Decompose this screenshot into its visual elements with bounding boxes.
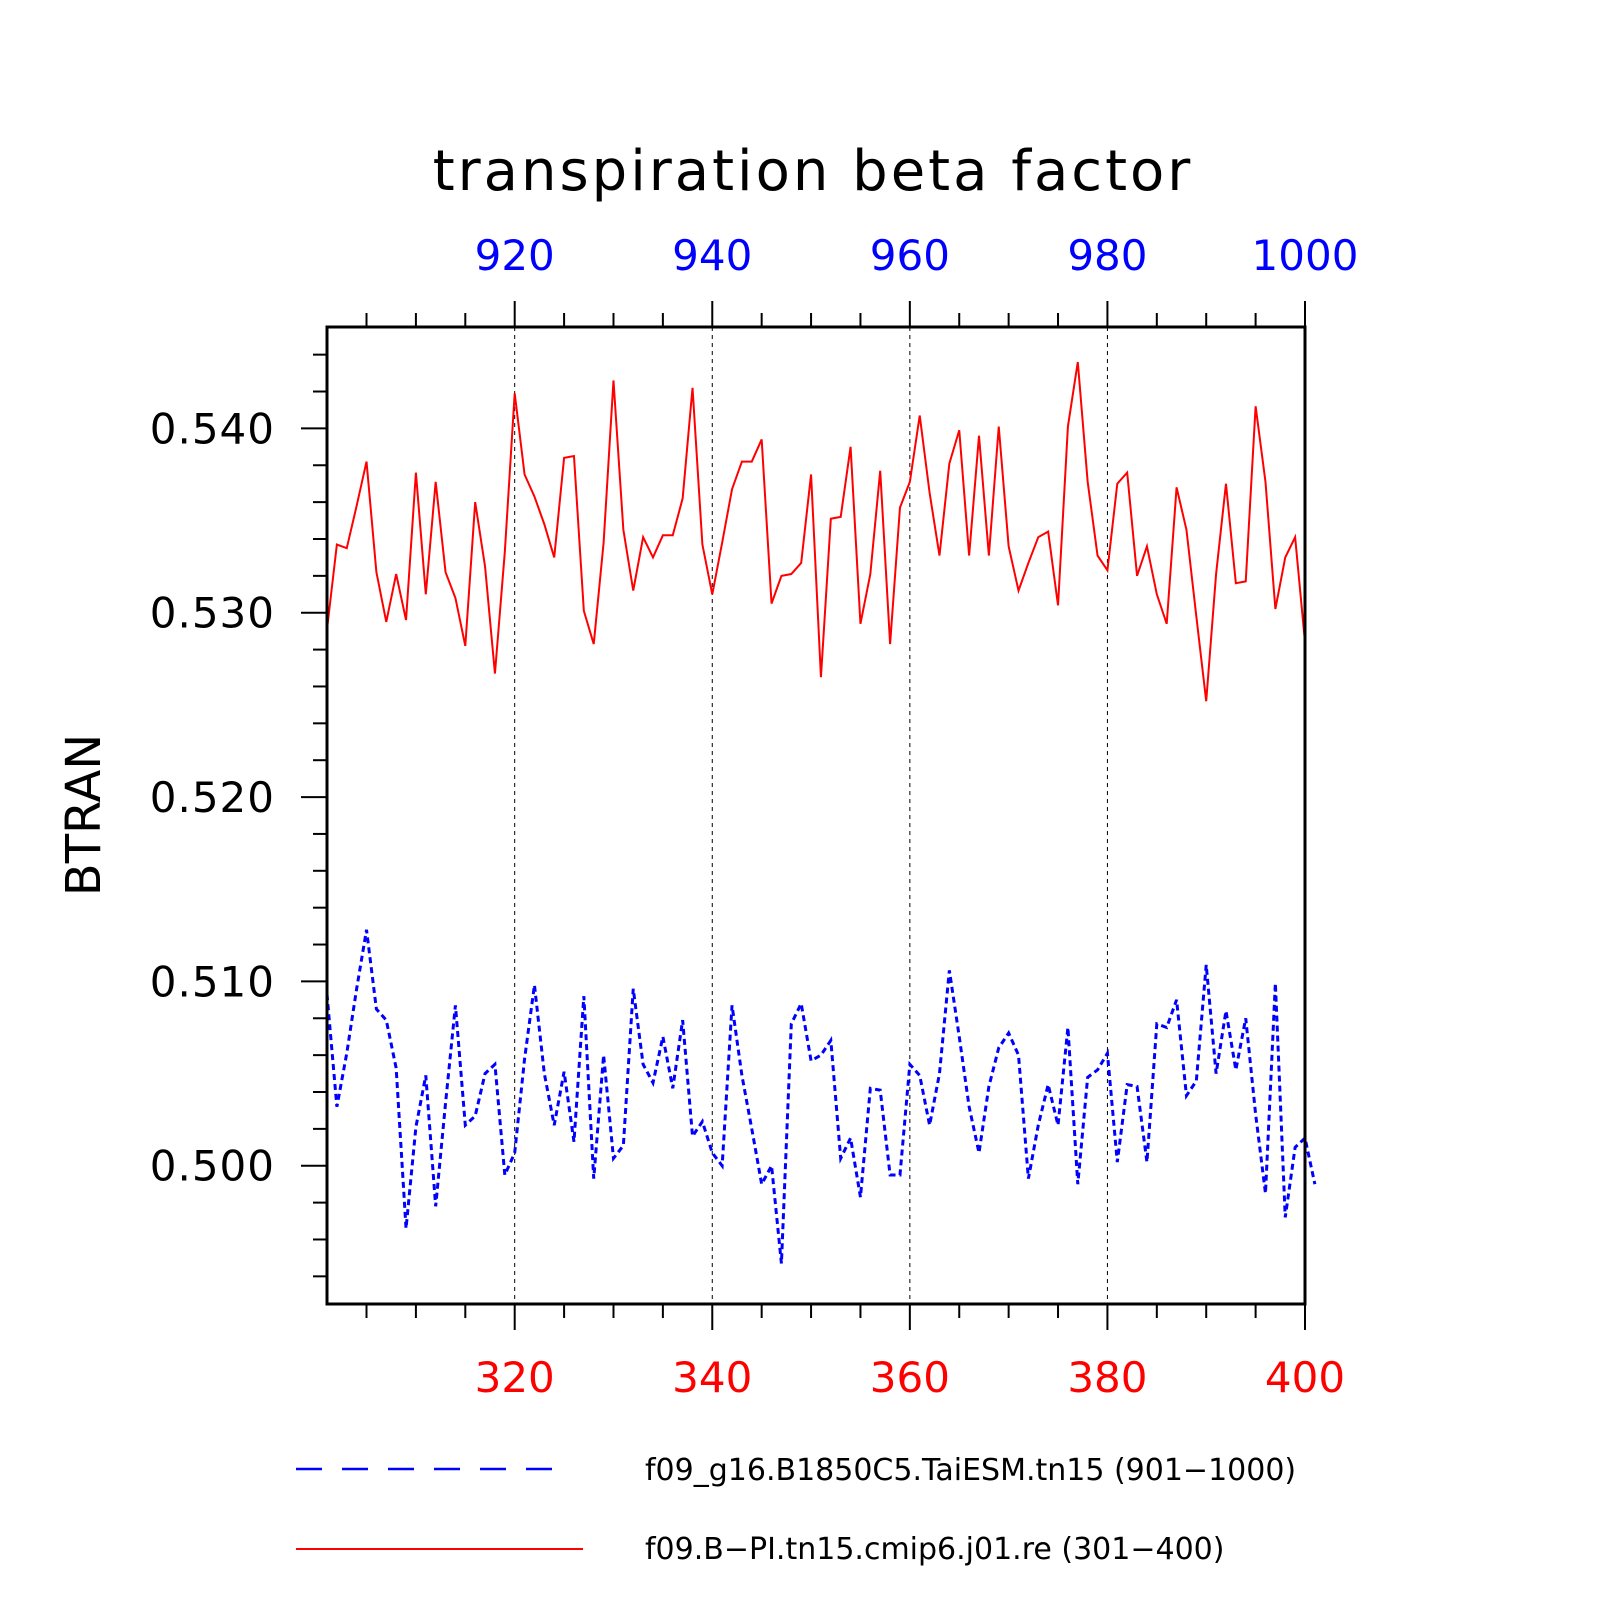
top-x-tick-label: 960 (870, 231, 950, 280)
chart-title: transpiration beta factor (433, 139, 1194, 204)
y-tick-label: 0.540 (150, 404, 275, 453)
bottom-x-tick-label: 320 (475, 1353, 555, 1402)
top-x-tick-label: 920 (475, 231, 555, 280)
y-tick-label: 0.510 (150, 957, 275, 1006)
bottom-x-tick-label: 360 (870, 1353, 950, 1402)
legend-label-taiesm: f09_g16.B1850C5.TaiESM.tn15 (901−1000) (645, 1453, 1296, 1488)
y-axis-label: BTRAN (56, 734, 112, 896)
legend-label-cmip6: f09.B−PI.tn15.cmip6.j01.re (301−400) (645, 1532, 1224, 1567)
top-x-tick-label: 980 (1067, 231, 1147, 280)
bottom-x-tick-label: 400 (1265, 1353, 1345, 1402)
top-x-tick-label: 940 (672, 231, 752, 280)
series-line-taiesm (325, 929, 1317, 1264)
y-tick-label: 0.520 (150, 773, 275, 822)
legend: f09_g16.B1850C5.TaiESM.tn15 (901−1000) f… (296, 1453, 1296, 1567)
y-tick-label: 0.530 (150, 589, 275, 638)
grid-lines (514, 327, 1108, 1304)
y-tick-label: 0.500 (150, 1142, 275, 1191)
plot-area-frame (325, 325, 1307, 1306)
axis-ticks (301, 301, 1306, 1330)
bottom-x-tick-label: 380 (1067, 1353, 1147, 1402)
series-line-cmip6 (326, 361, 1306, 702)
top-x-tick-label: 1000 (1252, 231, 1359, 280)
axis-tick-labels: 0.500 0.510 0.520 0.530 0.540 920 940 960 980 100… (150, 231, 1359, 1402)
series-lines (325, 361, 1317, 1264)
bottom-x-tick-label: 340 (672, 1353, 752, 1402)
